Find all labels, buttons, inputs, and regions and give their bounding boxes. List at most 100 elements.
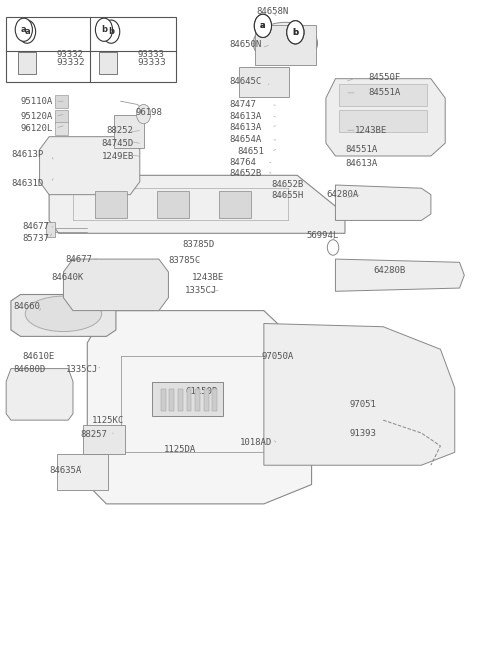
FancyBboxPatch shape	[255, 25, 316, 65]
Text: 91393: 91393	[350, 428, 377, 437]
Text: 96120L: 96120L	[21, 124, 53, 133]
Text: 88257: 88257	[80, 430, 107, 439]
FancyBboxPatch shape	[187, 389, 192, 411]
Circle shape	[254, 14, 272, 38]
Text: 97050A: 97050A	[262, 353, 294, 362]
FancyBboxPatch shape	[339, 84, 427, 105]
Circle shape	[327, 240, 339, 255]
Text: 84613A: 84613A	[345, 159, 377, 168]
Text: 97051: 97051	[350, 400, 377, 408]
FancyBboxPatch shape	[6, 17, 176, 82]
Text: 93332: 93332	[56, 50, 83, 59]
Text: 84654A: 84654A	[229, 135, 262, 144]
FancyBboxPatch shape	[339, 109, 427, 131]
Text: 84613P: 84613P	[11, 150, 43, 159]
Text: 93333: 93333	[137, 58, 166, 67]
Text: a: a	[260, 21, 266, 30]
Polygon shape	[6, 369, 73, 420]
Text: 84650N: 84650N	[229, 40, 262, 49]
Text: 84631D: 84631D	[11, 179, 43, 188]
FancyBboxPatch shape	[212, 389, 217, 411]
Text: 93333: 93333	[137, 50, 164, 59]
FancyBboxPatch shape	[46, 223, 55, 237]
Polygon shape	[87, 311, 312, 504]
Text: a: a	[24, 27, 30, 36]
Text: 64280B: 64280B	[373, 266, 406, 275]
Text: 84613A: 84613A	[229, 111, 262, 120]
Text: 84550F: 84550F	[369, 73, 401, 82]
Circle shape	[96, 18, 113, 41]
Polygon shape	[49, 175, 345, 234]
FancyBboxPatch shape	[18, 52, 36, 74]
Text: 83785C: 83785C	[168, 256, 201, 265]
Circle shape	[103, 20, 120, 43]
Text: 84551A: 84551A	[345, 145, 377, 154]
FancyBboxPatch shape	[195, 389, 200, 411]
Text: 1335CJ: 1335CJ	[185, 285, 217, 294]
Text: 93332: 93332	[56, 58, 85, 67]
Text: 84680D: 84680D	[13, 366, 46, 375]
Text: 1243BE: 1243BE	[192, 272, 225, 281]
Text: 84764: 84764	[229, 158, 256, 167]
FancyBboxPatch shape	[84, 424, 124, 454]
FancyBboxPatch shape	[219, 191, 251, 218]
Text: 84551A: 84551A	[369, 89, 401, 97]
Polygon shape	[264, 324, 455, 465]
Circle shape	[287, 21, 304, 44]
FancyBboxPatch shape	[96, 191, 127, 218]
Text: 84652B: 84652B	[229, 169, 262, 178]
Text: 84645C: 84645C	[229, 78, 262, 87]
Text: 84745D: 84745D	[102, 139, 134, 148]
Text: 1125DA: 1125DA	[164, 444, 196, 454]
Text: 84747: 84747	[229, 100, 256, 109]
Text: 84613A: 84613A	[229, 122, 262, 131]
Text: b: b	[101, 25, 107, 34]
Text: 84677: 84677	[66, 254, 93, 263]
FancyBboxPatch shape	[169, 389, 174, 411]
Text: 1249EB: 1249EB	[102, 152, 134, 161]
FancyBboxPatch shape	[161, 389, 166, 411]
Text: 84635A: 84635A	[49, 466, 82, 475]
Circle shape	[254, 14, 272, 38]
FancyBboxPatch shape	[178, 389, 183, 411]
Text: 84640K: 84640K	[51, 272, 84, 281]
Text: 84610E: 84610E	[23, 353, 55, 362]
Polygon shape	[11, 294, 116, 336]
Polygon shape	[336, 259, 464, 291]
Circle shape	[287, 21, 304, 44]
Text: 1018AD: 1018AD	[240, 437, 272, 446]
Circle shape	[18, 20, 36, 43]
Text: b: b	[292, 28, 299, 37]
FancyBboxPatch shape	[57, 454, 108, 490]
FancyBboxPatch shape	[157, 191, 189, 218]
Text: b: b	[108, 27, 114, 36]
Text: 84660: 84660	[13, 302, 40, 311]
Text: 56994L: 56994L	[307, 232, 339, 241]
Text: 1125KC: 1125KC	[92, 415, 124, 424]
Text: 95120A: 95120A	[21, 111, 53, 120]
Polygon shape	[39, 137, 140, 195]
Text: 64280A: 64280A	[326, 190, 358, 199]
FancyBboxPatch shape	[115, 115, 144, 148]
Polygon shape	[336, 185, 431, 221]
Text: a: a	[260, 21, 266, 30]
FancyBboxPatch shape	[99, 52, 117, 74]
Ellipse shape	[25, 296, 102, 331]
FancyBboxPatch shape	[204, 389, 208, 411]
FancyBboxPatch shape	[55, 109, 68, 123]
Text: 96198: 96198	[135, 107, 162, 116]
Text: 84651: 84651	[238, 147, 264, 156]
Text: 1243BE: 1243BE	[355, 126, 387, 135]
Text: 88252: 88252	[107, 126, 133, 135]
Text: 84652B: 84652B	[271, 181, 303, 190]
Ellipse shape	[253, 23, 318, 64]
Polygon shape	[326, 79, 445, 156]
Circle shape	[15, 18, 33, 41]
Text: 85737: 85737	[23, 234, 50, 243]
Text: 1335CJ: 1335CJ	[66, 366, 98, 375]
Text: 61150B: 61150B	[185, 387, 217, 396]
Text: 84658N: 84658N	[257, 6, 289, 16]
FancyBboxPatch shape	[55, 95, 68, 108]
FancyBboxPatch shape	[152, 382, 223, 416]
Text: 84655H: 84655H	[271, 192, 303, 201]
